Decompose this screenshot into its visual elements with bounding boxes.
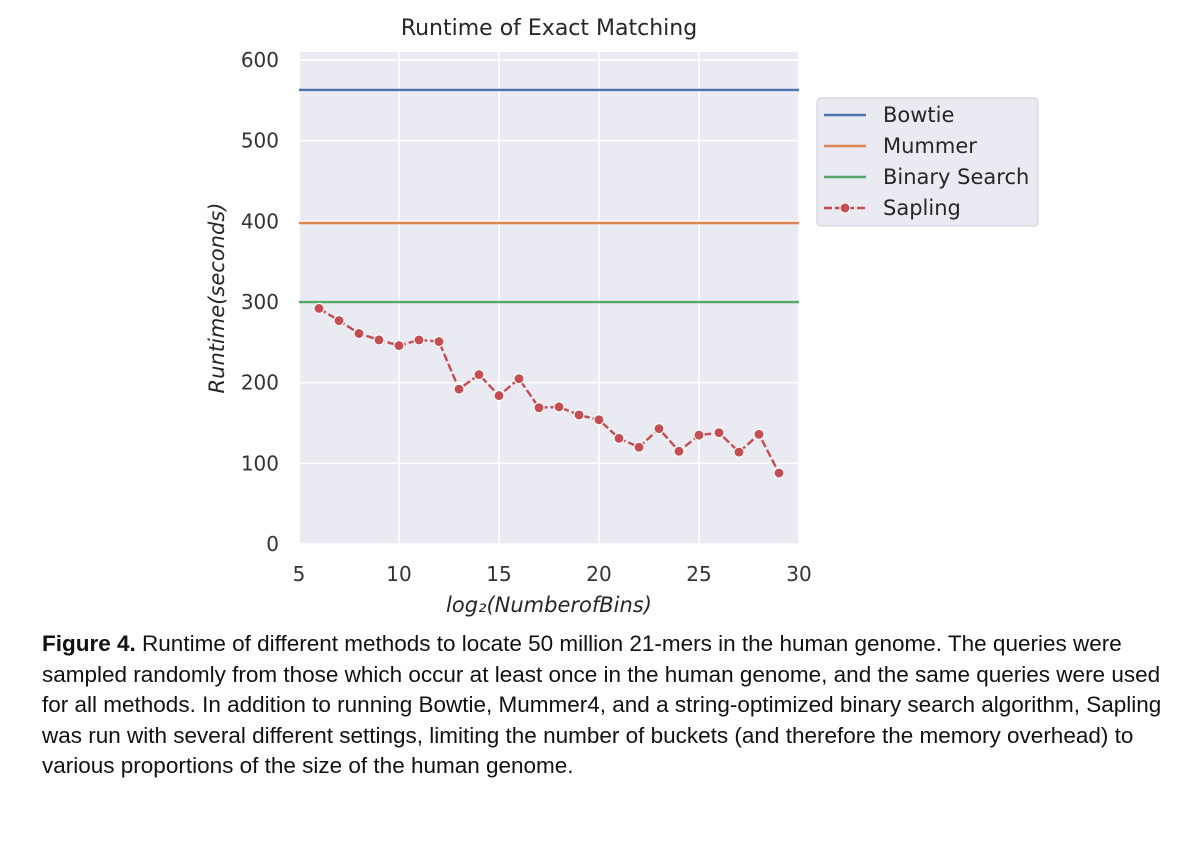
- sapling-point: [773, 467, 785, 479]
- x-tick-label: 15: [486, 562, 511, 586]
- y-tick-label: 200: [241, 371, 279, 395]
- sapling-point: [453, 383, 465, 395]
- y-tick-label: 600: [241, 48, 279, 72]
- y-axis-label: Runtime(seconds): [205, 203, 229, 394]
- sapling-point: [333, 315, 345, 327]
- x-tick-label: 20: [586, 562, 611, 586]
- sapling-point: [433, 336, 445, 348]
- chart-title: Runtime of Exact Matching: [401, 16, 697, 41]
- sapling-point: [493, 390, 505, 402]
- series-layer: [299, 88, 799, 479]
- x-tick-label: 10: [386, 562, 411, 586]
- sapling-point: [393, 340, 405, 352]
- legend-label-binary-search: Binary Search: [883, 165, 1029, 189]
- x-tick-label: 5: [293, 562, 306, 586]
- legend-marker-sapling: [839, 202, 851, 214]
- figure-label: Figure 4.: [42, 631, 136, 656]
- sapling-point: [693, 429, 705, 441]
- sapling-point: [753, 428, 765, 440]
- y-tick-label: 400: [241, 209, 279, 233]
- legend-label-bowtie: Bowtie: [883, 103, 954, 127]
- sapling-point: [613, 432, 625, 444]
- legend: Bowtie Mummer Binary Search Sapling: [816, 97, 1039, 227]
- sapling-point: [533, 402, 545, 414]
- x-tick-label: 30: [786, 562, 811, 586]
- sapling-point: [413, 334, 425, 346]
- sapling-point: [573, 409, 585, 421]
- sapling-point: [373, 334, 385, 346]
- runtime-chart: Runtime of Exact Matching 5 10 15 20 25 30010…: [205, 16, 1039, 617]
- legend-label-mummer: Mummer: [883, 134, 977, 158]
- sapling-point: [713, 427, 725, 439]
- x-axis-label: log₂(NumberofBins): [446, 593, 652, 617]
- y-tick-label: 100: [241, 451, 279, 475]
- y-tick-label: 500: [241, 129, 279, 153]
- sapling-point: [473, 369, 485, 381]
- sapling-point: [673, 445, 685, 457]
- sapling-point: [313, 302, 325, 315]
- y-tick-label: 0: [266, 532, 279, 556]
- sapling-point: [653, 423, 665, 435]
- legend-box: [816, 97, 1039, 227]
- legend-label-sapling: Sapling: [883, 196, 961, 220]
- plot-area: [299, 52, 799, 544]
- sapling-point: [593, 414, 605, 426]
- y-tick-label: 300: [241, 290, 279, 314]
- sapling-point: [353, 327, 365, 340]
- sapling-point: [513, 373, 525, 385]
- sapling-point: [733, 446, 745, 458]
- sapling-point: [553, 401, 565, 413]
- figure-caption: Figure 4. Runtime of different methods t…: [42, 629, 1172, 782]
- sapling-point: [633, 441, 645, 453]
- x-tick-label: 25: [686, 562, 711, 586]
- caption-text: Runtime of different methods to locate 5…: [42, 631, 1162, 778]
